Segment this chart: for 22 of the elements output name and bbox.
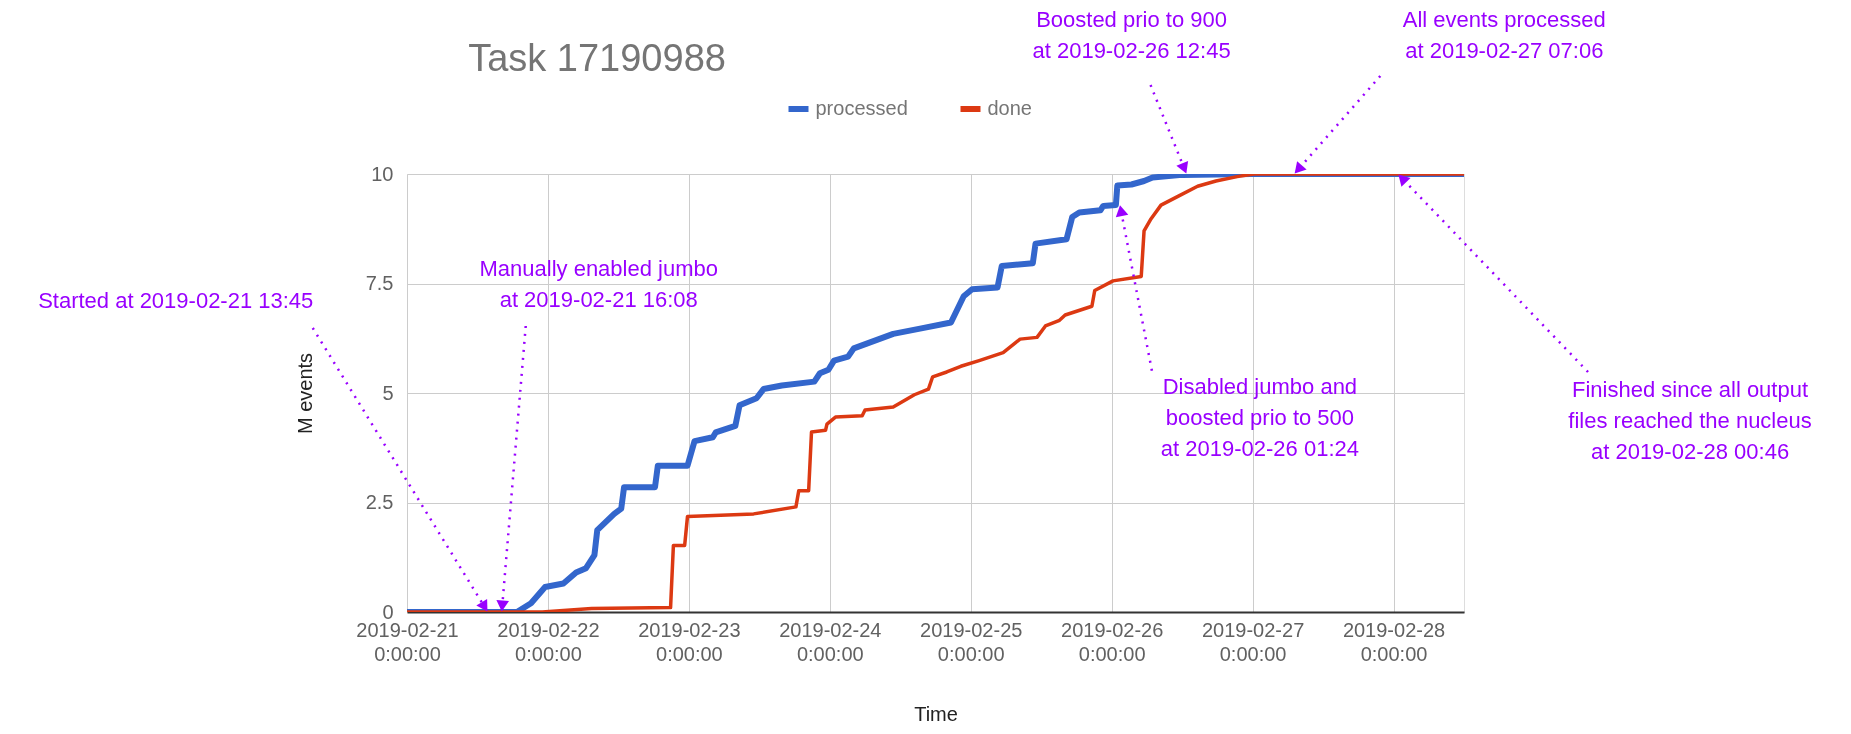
annotation: Boosted prio to 900 at 2019-02-26 12:45 [1032,7,1231,63]
y-tick-label: 7.5 [365,272,394,294]
annotation: Disabled jumbo and boosted prio to 500 at 2019-02-26 01:24 [1160,373,1359,461]
x-tick-label: 2019-02-28 0:00:00 [1342,618,1446,665]
annotation: Started at 2019-02-21 13:45 [38,288,314,313]
y-axis-title: M events [293,352,316,435]
x-tick-label: 2019-02-24 0:00:00 [779,618,882,665]
x-tick-label: 2019-02-22 0:00:00 [497,618,600,665]
y-tick-label: 2.5 [365,491,394,513]
chart-title: Task 17190988 [468,37,726,79]
annotation: Manually enabled jumbo at 2019-02-21 16:08 [479,256,718,312]
x-tick-label: 2019-02-23 0:00:00 [638,618,741,665]
x-tick-label: 2019-02-27 0:00:00 [1201,618,1305,665]
x-tick-label: 2019-02-26 0:00:00 [1061,618,1164,665]
y-tick-label: 5 [382,381,394,404]
y-tick-label: 10 [371,162,394,185]
legend-label: processed [815,97,908,119]
annotation: Finished since all output files reached the nucleus at 2019-02-28 00:46 [1568,377,1812,464]
x-tick-label: 2019-02-25 0:00:00 [920,618,1023,665]
legend-label: done [987,97,1032,119]
annotation: All events processed at 2019-02-27 07:06 [1402,7,1606,63]
x-axis-title: Time [914,702,958,725]
